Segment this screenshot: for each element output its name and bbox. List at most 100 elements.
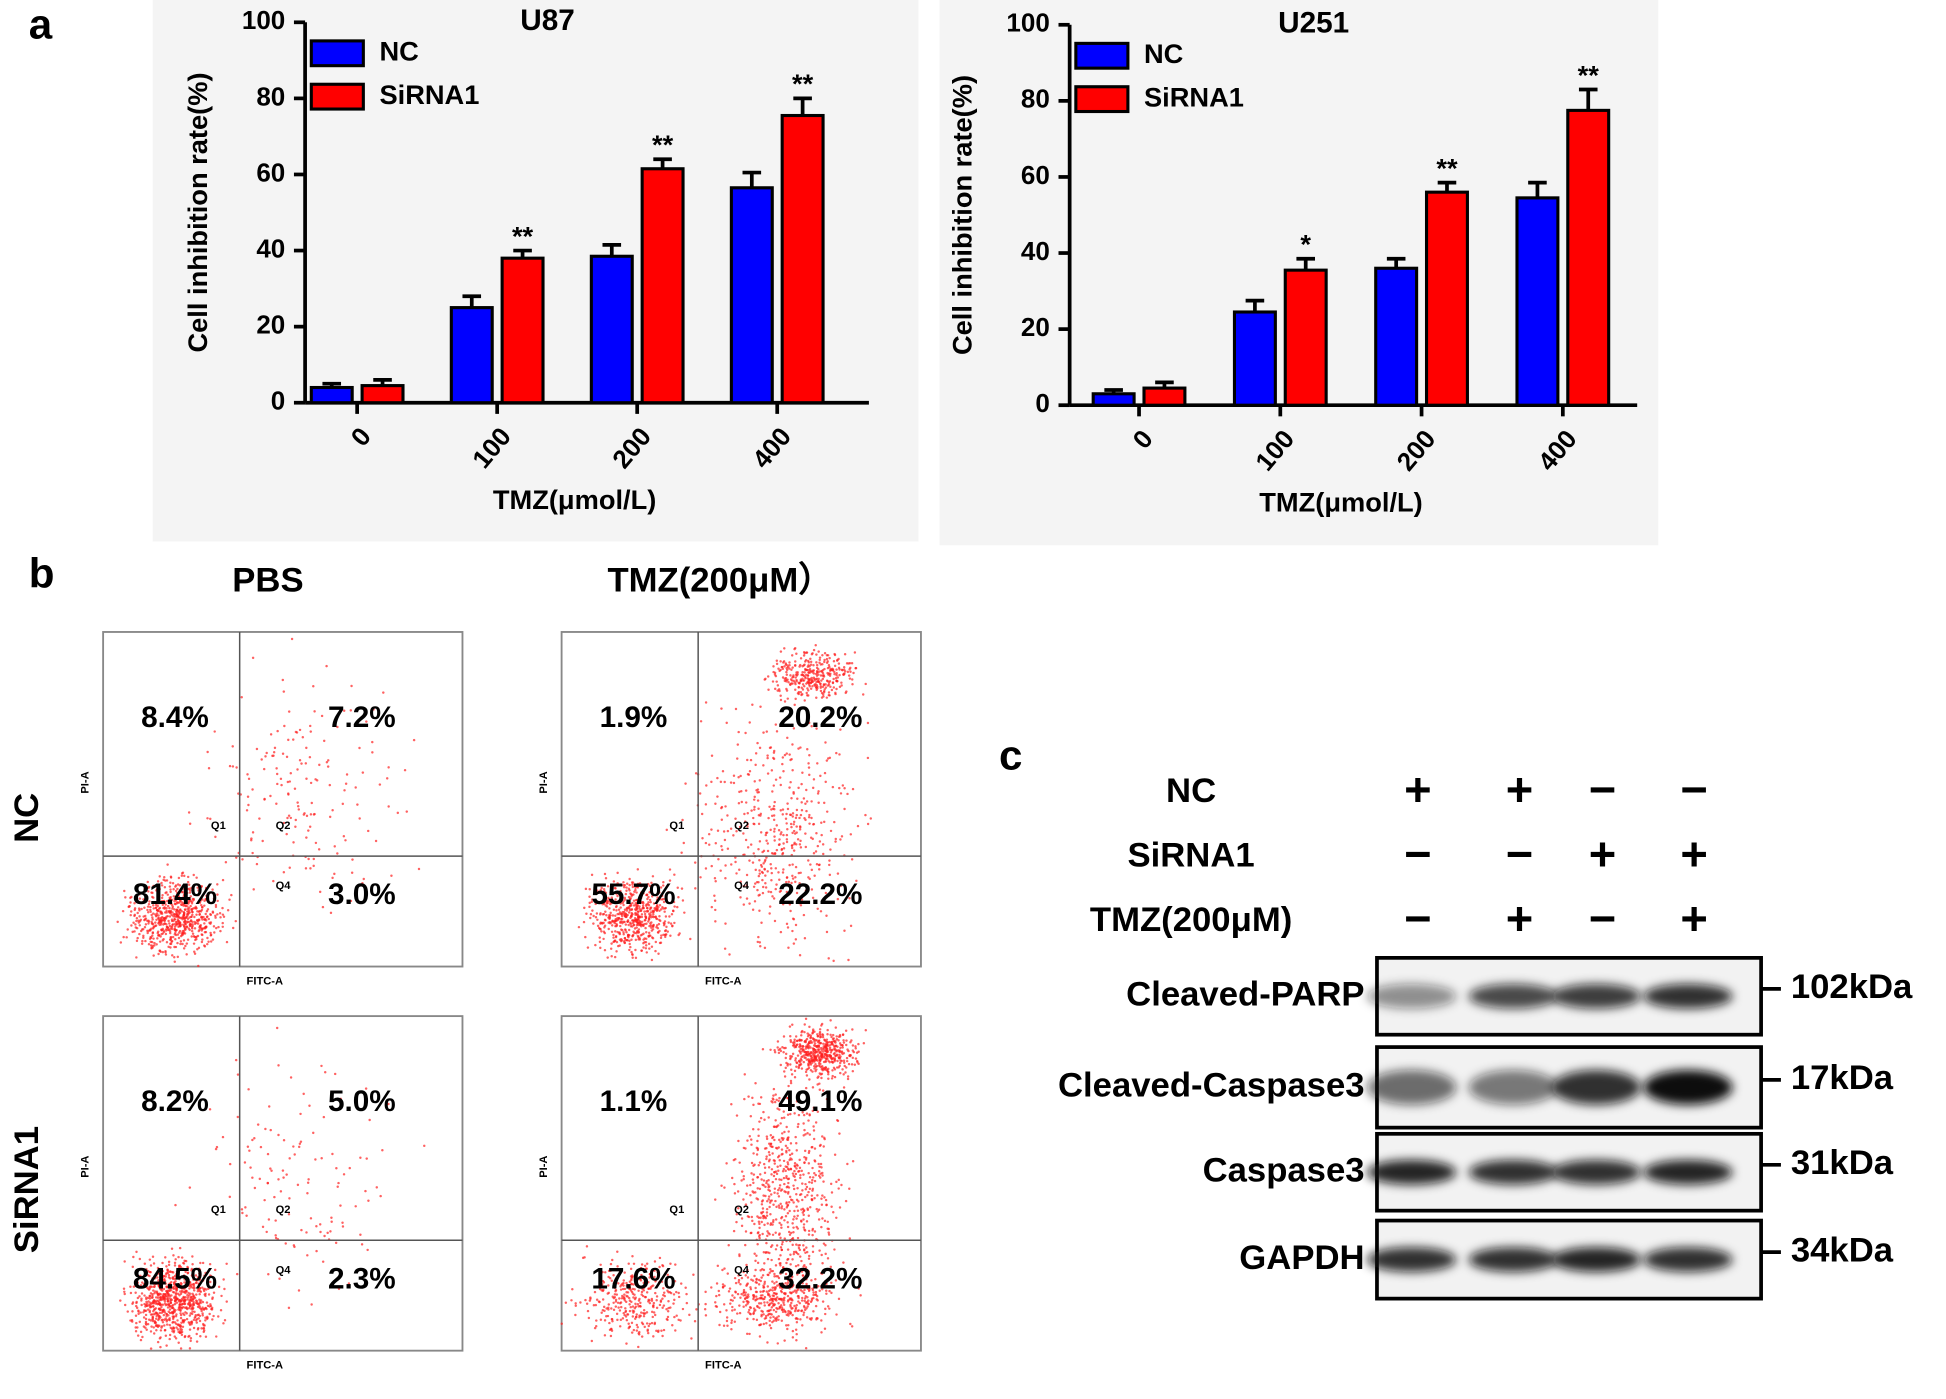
event-dot: [645, 916, 647, 918]
event-dot: [180, 940, 182, 942]
event-dot: [157, 953, 159, 955]
event-dot: [269, 795, 271, 797]
bar: [1285, 270, 1326, 405]
event-dot: [203, 922, 205, 924]
event-dot: [123, 890, 125, 892]
event-dot: [778, 1159, 780, 1161]
event-dot: [635, 1316, 637, 1318]
event-dot: [197, 1327, 199, 1329]
event-dot: [768, 1166, 770, 1168]
event-dot: [798, 691, 800, 693]
event-dot: [792, 1231, 794, 1233]
event-dot: [821, 1065, 823, 1067]
event-dot: [771, 1137, 773, 1139]
event-dot: [235, 766, 237, 768]
event-dot: [817, 790, 819, 792]
event-dot: [594, 1327, 596, 1329]
event-dot: [822, 686, 824, 688]
event-dot: [823, 691, 825, 693]
event-dot: [753, 1173, 755, 1175]
event-dot: [653, 1302, 655, 1304]
event-dot: [351, 872, 353, 874]
event-dot: [743, 1098, 745, 1100]
event-dot: [776, 659, 778, 661]
event-dot: [791, 654, 793, 656]
event-dot: [820, 834, 822, 836]
event-dot: [769, 1190, 771, 1192]
event-dot: [263, 798, 265, 800]
event-dot: [180, 1314, 182, 1316]
event-dot: [774, 1101, 776, 1103]
event-dot: [124, 896, 126, 898]
event-dot: [571, 1288, 573, 1290]
event-dot: [774, 853, 776, 855]
event-dot: [833, 1248, 835, 1250]
event-dot: [379, 783, 381, 785]
event-dot: [801, 671, 803, 673]
event-dot: [583, 907, 585, 909]
event-dot: [614, 1296, 616, 1298]
event-dot: [735, 1282, 737, 1284]
event-dot: [694, 861, 696, 863]
event-dot: [835, 1026, 837, 1028]
event-dot: [658, 919, 660, 921]
event-dot: [769, 829, 771, 831]
event-dot: [220, 1295, 222, 1297]
event-dot: [839, 1062, 841, 1064]
event-dot: [149, 1302, 151, 1304]
event-dot: [756, 1147, 758, 1149]
event-dot: [295, 819, 297, 821]
event-dot: [763, 1163, 765, 1165]
event-dot: [823, 661, 825, 663]
event-dot: [364, 1190, 366, 1192]
event-dot: [799, 840, 801, 842]
event-dot: [760, 1096, 762, 1098]
event-dot: [828, 681, 830, 683]
event-dot: [821, 654, 823, 656]
event-dot: [802, 1314, 804, 1316]
event-dot: [268, 1218, 270, 1220]
event-dot: [826, 658, 828, 660]
event-dot: [179, 1303, 181, 1305]
event-dot: [727, 1244, 729, 1246]
event-dot: [838, 787, 840, 789]
event-dot: [746, 759, 748, 761]
event-dot: [757, 894, 759, 896]
event-dot: [820, 1254, 822, 1256]
event-dot: [300, 1229, 302, 1231]
event-dot: [278, 1278, 280, 1280]
event-dot: [604, 1334, 606, 1336]
event-dot: [198, 1299, 200, 1301]
event-dot: [768, 1206, 770, 1208]
event-dot: [757, 1135, 759, 1137]
event-dot: [637, 1303, 639, 1305]
event-dot: [603, 1306, 605, 1308]
event-dot: [565, 1301, 567, 1303]
event-dot: [806, 1074, 808, 1076]
y-tick-label: 40: [256, 233, 285, 263]
event-dot: [788, 753, 790, 755]
event-dot: [756, 1243, 758, 1245]
event-dot: [778, 829, 780, 831]
event-dot: [799, 1174, 801, 1176]
event-dot: [817, 792, 819, 794]
event-dot: [717, 829, 719, 831]
bar: [451, 308, 492, 403]
event-dot: [834, 1076, 836, 1078]
event-dot: [759, 1234, 761, 1236]
event-dot: [756, 1215, 758, 1217]
event-dot: [142, 928, 144, 930]
event-dot: [684, 782, 686, 784]
event-dot: [315, 842, 317, 844]
event-dot: [818, 1048, 820, 1050]
event-dot: [292, 738, 294, 740]
event-dot: [799, 746, 801, 748]
event-dot: [794, 1059, 796, 1061]
event-dot: [812, 1188, 814, 1190]
event-dot: [664, 936, 666, 938]
event-dot: [818, 1058, 820, 1060]
event-dot: [168, 1303, 170, 1305]
event-dot: [795, 843, 797, 845]
event-dot: [759, 941, 761, 943]
event-dot: [133, 915, 135, 917]
